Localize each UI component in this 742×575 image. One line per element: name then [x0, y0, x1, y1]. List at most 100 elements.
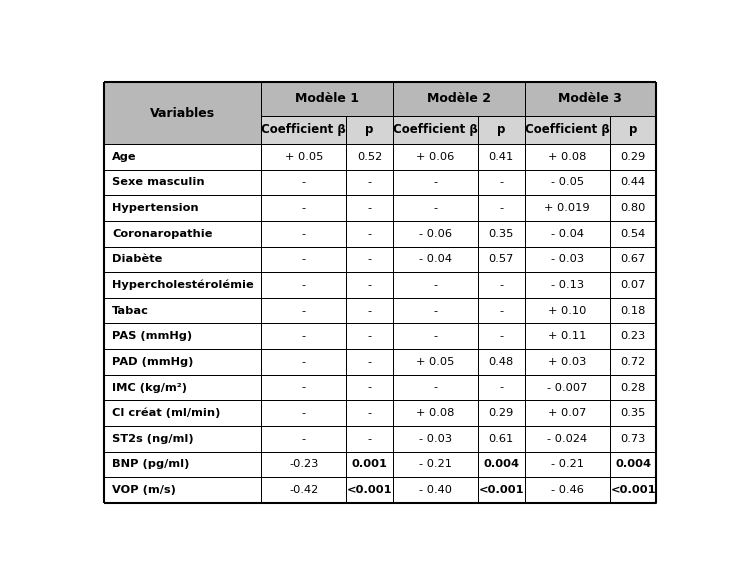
Text: Coefficient β: Coefficient β — [525, 123, 610, 136]
Text: + 0.05: + 0.05 — [416, 357, 455, 367]
Text: PAS (mmHg): PAS (mmHg) — [112, 331, 192, 342]
Text: -: - — [433, 306, 438, 316]
Text: -: - — [367, 408, 372, 418]
Text: - 0.06: - 0.06 — [419, 229, 452, 239]
Text: 0.73: 0.73 — [620, 434, 646, 444]
Text: p: p — [629, 123, 637, 136]
Text: -: - — [302, 382, 306, 393]
Text: + 0.11: + 0.11 — [548, 331, 586, 342]
Text: -: - — [367, 331, 372, 342]
Text: - 0.04: - 0.04 — [551, 229, 584, 239]
Text: PAD (mmHg): PAD (mmHg) — [112, 357, 194, 367]
Text: - 0.03: - 0.03 — [419, 434, 452, 444]
Text: -: - — [302, 280, 306, 290]
Text: Tabac: Tabac — [112, 306, 149, 316]
Text: -: - — [302, 434, 306, 444]
Text: 0.001: 0.001 — [352, 459, 387, 469]
Bar — [610, 116, 657, 144]
Text: <0.001: <0.001 — [611, 485, 656, 495]
Text: 0.29: 0.29 — [620, 152, 646, 162]
Text: p: p — [497, 123, 505, 136]
Text: Coefficient β: Coefficient β — [261, 123, 346, 136]
Text: 0.48: 0.48 — [489, 357, 514, 367]
Text: -0.23: -0.23 — [289, 459, 318, 469]
Text: 0.28: 0.28 — [620, 382, 646, 393]
Text: IMC (kg/m²): IMC (kg/m²) — [112, 382, 187, 393]
Text: Cl créat (ml/min): Cl créat (ml/min) — [112, 408, 220, 419]
Text: Modèle 1: Modèle 1 — [295, 93, 359, 105]
Text: <0.001: <0.001 — [347, 485, 393, 495]
Bar — [525, 82, 657, 116]
Text: + 0.06: + 0.06 — [416, 152, 455, 162]
Text: -: - — [302, 408, 306, 418]
Text: Modèle 2: Modèle 2 — [427, 93, 490, 105]
Bar — [261, 82, 393, 116]
Text: -: - — [302, 203, 306, 213]
Text: -: - — [367, 382, 372, 393]
Text: -: - — [367, 280, 372, 290]
Text: 0.004: 0.004 — [483, 459, 519, 469]
Text: - 0.04: - 0.04 — [419, 254, 452, 264]
Text: <0.001: <0.001 — [479, 485, 524, 495]
Text: -: - — [433, 203, 438, 213]
Text: -: - — [367, 178, 372, 187]
Text: -: - — [367, 434, 372, 444]
Text: - 0.03: - 0.03 — [551, 254, 584, 264]
Text: + 0.019: + 0.019 — [545, 203, 590, 213]
Text: + 0.05: + 0.05 — [284, 152, 323, 162]
Text: VOP (m/s): VOP (m/s) — [112, 485, 176, 495]
Text: -: - — [433, 178, 438, 187]
Text: -: - — [302, 331, 306, 342]
Text: -: - — [499, 280, 503, 290]
Text: 0.004: 0.004 — [615, 459, 651, 469]
Text: - 0.13: - 0.13 — [551, 280, 584, 290]
Text: 0.57: 0.57 — [489, 254, 514, 264]
Text: -: - — [433, 382, 438, 393]
Text: 0.35: 0.35 — [620, 408, 646, 418]
Text: 0.18: 0.18 — [620, 306, 646, 316]
Text: - 0.007: - 0.007 — [547, 382, 588, 393]
Text: 0.23: 0.23 — [620, 331, 646, 342]
Bar — [261, 116, 347, 144]
Bar — [393, 116, 479, 144]
Text: + 0.03: + 0.03 — [548, 357, 586, 367]
Bar — [393, 82, 525, 116]
Text: Coefficient β: Coefficient β — [393, 123, 478, 136]
Text: -: - — [367, 254, 372, 264]
Text: 0.61: 0.61 — [489, 434, 514, 444]
Text: - 0.46: - 0.46 — [551, 485, 584, 495]
Bar — [479, 116, 525, 144]
Text: BNP (pg/ml): BNP (pg/ml) — [112, 459, 189, 469]
Text: 0.44: 0.44 — [620, 178, 646, 187]
Text: - 0.21: - 0.21 — [419, 459, 452, 469]
Bar — [347, 116, 393, 144]
Text: 0.72: 0.72 — [620, 357, 646, 367]
Text: -: - — [367, 306, 372, 316]
Text: - 0.024: - 0.024 — [547, 434, 588, 444]
Text: Age: Age — [112, 152, 137, 162]
Text: 0.54: 0.54 — [620, 229, 646, 239]
Text: - 0.21: - 0.21 — [551, 459, 584, 469]
Bar — [525, 116, 610, 144]
Text: Modèle 3: Modèle 3 — [559, 93, 623, 105]
Text: ST2s (ng/ml): ST2s (ng/ml) — [112, 434, 194, 444]
Text: 0.41: 0.41 — [489, 152, 514, 162]
Text: + 0.08: + 0.08 — [548, 152, 586, 162]
Text: -: - — [433, 331, 438, 342]
Text: + 0.07: + 0.07 — [548, 408, 586, 418]
Text: -: - — [367, 203, 372, 213]
Text: Variables: Variables — [150, 106, 215, 120]
Text: Coronaropathie: Coronaropathie — [112, 229, 213, 239]
Text: - 0.40: - 0.40 — [419, 485, 452, 495]
Text: 0.52: 0.52 — [357, 152, 382, 162]
Text: -: - — [499, 306, 503, 316]
Text: 0.35: 0.35 — [489, 229, 514, 239]
Text: 0.67: 0.67 — [620, 254, 646, 264]
Text: -: - — [302, 254, 306, 264]
Text: Sexe masculin: Sexe masculin — [112, 178, 205, 187]
Text: -: - — [302, 229, 306, 239]
Text: Hypertension: Hypertension — [112, 203, 199, 213]
Text: - 0.05: - 0.05 — [551, 178, 584, 187]
Text: -: - — [499, 203, 503, 213]
Text: -: - — [367, 357, 372, 367]
